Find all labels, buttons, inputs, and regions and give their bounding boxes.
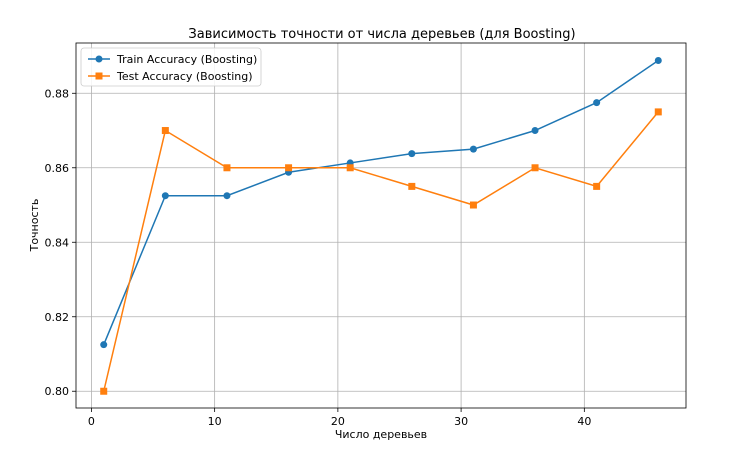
x-tick-label: 10 <box>208 415 222 428</box>
y-tick-label: 0.82 <box>45 311 70 324</box>
series-1-point <box>223 164 231 172</box>
series-1-point <box>531 164 539 172</box>
y-tick-label: 0.80 <box>45 385 70 398</box>
series-0-point <box>469 145 477 153</box>
x-tick-label: 40 <box>577 415 591 428</box>
y-axis-label: Точность <box>28 199 41 253</box>
series-line-0 <box>103 59 659 345</box>
grid <box>76 43 686 408</box>
legend-marker-0 <box>95 55 103 63</box>
series-0-point <box>161 192 169 200</box>
series-1-point <box>100 387 108 395</box>
series-1-point <box>285 164 293 172</box>
series-group <box>100 57 662 395</box>
y-tick-label: 0.84 <box>45 236 70 249</box>
legend-box <box>80 47 262 87</box>
plot-frame <box>75 42 687 409</box>
y-tick-label: 0.86 <box>45 162 70 175</box>
series-1-point <box>346 164 354 172</box>
legend: Train Accuracy (Boosting) Test Accuracy (… <box>80 47 262 87</box>
series-0-point <box>531 127 539 135</box>
series-1-point <box>408 182 416 190</box>
series-1-point <box>654 108 662 116</box>
y-tick-label: 0.88 <box>45 87 70 100</box>
series-0-point <box>593 99 601 107</box>
series-0-point <box>654 57 662 65</box>
x-axis-label: Число деревьев <box>335 428 427 441</box>
series-line-1 <box>103 111 659 392</box>
series-0-point <box>408 150 416 158</box>
legend-label-1: Test Accuracy (Boosting) <box>116 70 253 83</box>
series-1-point <box>161 127 169 135</box>
x-tick-label: 20 <box>331 415 345 428</box>
series-0-point <box>223 192 231 200</box>
axis-ticks: 0 10 20 30 40 0.80 0.82 0.84 0.86 0.88 <box>45 87 592 428</box>
x-tick-label: 0 <box>88 415 95 428</box>
series-1-point <box>469 201 477 209</box>
chart-title: Зависимость точности от числа деревьев (… <box>188 27 575 42</box>
series-0-point <box>100 341 108 349</box>
series-1-point <box>593 182 601 190</box>
x-tick-label: 30 <box>454 415 468 428</box>
legend-marker-1 <box>95 72 103 80</box>
legend-label-0: Train Accuracy (Boosting) <box>116 53 257 66</box>
